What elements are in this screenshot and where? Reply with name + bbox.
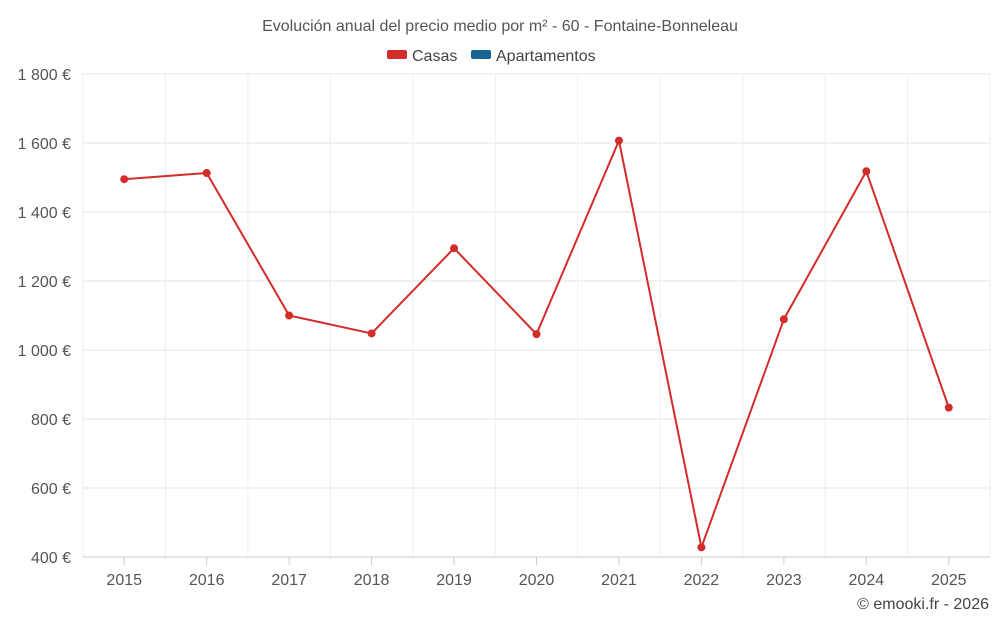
x-tick-label: 2024 <box>849 572 885 589</box>
y-tick-label: 1 000 € <box>18 343 71 360</box>
x-tick-label: 2016 <box>189 572 225 589</box>
data-point[interactable] <box>202 169 211 178</box>
data-point[interactable] <box>120 175 129 184</box>
data-point[interactable] <box>779 315 788 324</box>
legend-label-casas[interactable]: Casas <box>412 48 457 65</box>
x-tick-label: 2019 <box>436 572 472 589</box>
series-casas <box>120 136 953 552</box>
x-tick-label: 2015 <box>106 572 142 589</box>
data-point[interactable] <box>614 136 623 145</box>
y-tick-label: 800 € <box>31 412 71 429</box>
data-point[interactable] <box>532 330 541 339</box>
legend-label-apartamentos[interactable]: Apartamentos <box>496 48 596 65</box>
legend-swatch-casas <box>387 50 407 59</box>
y-tick-label: 400 € <box>31 550 71 567</box>
x-tick-label: 2018 <box>354 572 390 589</box>
credit-text: © emooki.fr - 2026 <box>857 596 989 613</box>
data-point[interactable] <box>367 329 376 338</box>
grid <box>82 73 991 557</box>
data-point[interactable] <box>285 311 294 320</box>
data-point[interactable] <box>944 403 953 412</box>
y-tick-label: 1 200 € <box>18 274 71 291</box>
x-tick-label: 2021 <box>601 572 637 589</box>
y-tick-label: 1 600 € <box>18 136 71 153</box>
x-tick-label: 2017 <box>271 572 307 589</box>
axes: 400 € 600 € 800 € 1 000 € 1 200 € 1 400 € 1 60… <box>18 67 990 589</box>
x-tick-label: 2023 <box>766 572 802 589</box>
legend-swatch-apartamentos <box>471 50 491 59</box>
data-point[interactable] <box>450 244 459 253</box>
chart-title: Evolución anual del precio medio por m² … <box>262 18 738 35</box>
data-point[interactable] <box>862 167 871 176</box>
legend: Casas Apartamentos <box>387 48 596 65</box>
x-tick-label: 2020 <box>519 572 555 589</box>
data-point[interactable] <box>697 543 706 552</box>
x-tick-label: 2022 <box>684 572 720 589</box>
x-tick-label: 2025 <box>931 572 967 589</box>
y-tick-label: 600 € <box>31 481 71 498</box>
y-tick-label: 1 400 € <box>18 205 71 222</box>
y-tick-label: 1 800 € <box>18 67 71 84</box>
